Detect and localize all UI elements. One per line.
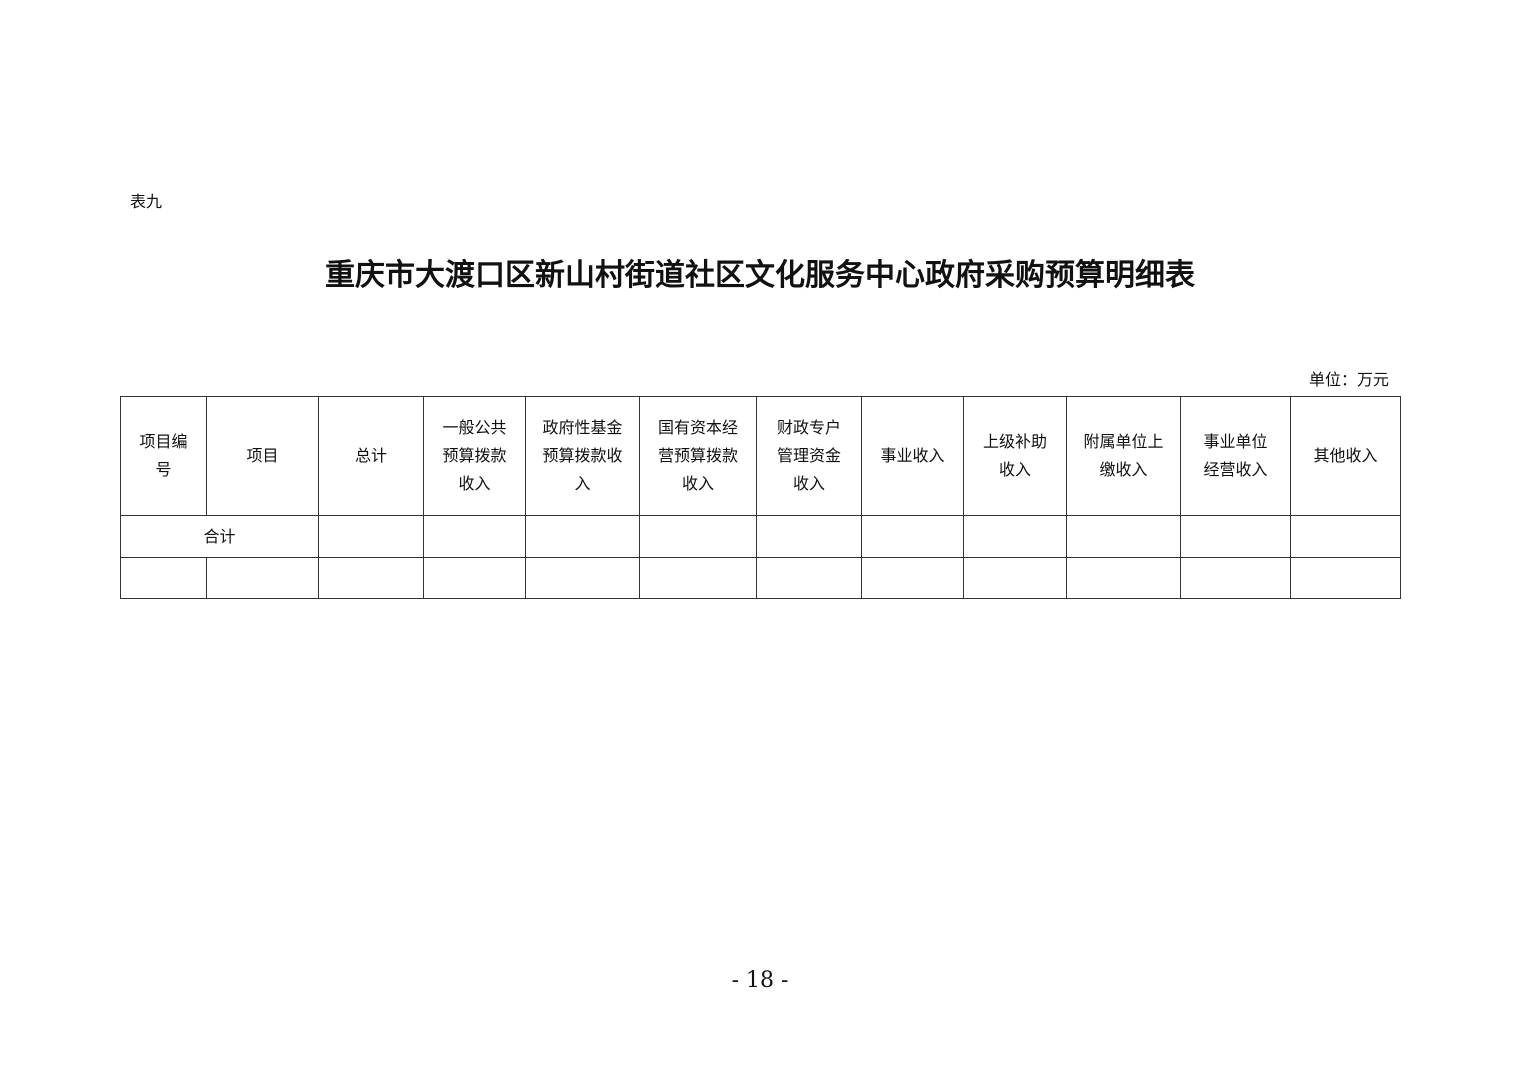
table-cell bbox=[861, 557, 964, 599]
table-cell bbox=[963, 557, 1067, 599]
table-header-row: 项目编 号 项目 总计 一般公共 预算拨款 收入 政府性基金 预算拨款收 入 国… bbox=[120, 396, 1401, 516]
header-cell: 附属单位上 缴收入 bbox=[1066, 396, 1181, 516]
table-label: 表九 bbox=[130, 192, 163, 211]
header-cell: 其他收入 bbox=[1290, 396, 1401, 516]
table-cell bbox=[120, 557, 207, 599]
table-cell bbox=[756, 557, 862, 599]
document-title: 重庆市大渡口区新山村街道社区文化服务中心政府采购预算明细表 bbox=[325, 258, 1195, 293]
header-cell: 政府性基金 预算拨款收 入 bbox=[525, 396, 640, 516]
header-cell: 项目编 号 bbox=[120, 396, 207, 516]
table-cell bbox=[861, 515, 964, 558]
table-cell bbox=[639, 515, 757, 558]
table-cell bbox=[525, 515, 640, 558]
header-cell: 项目 bbox=[206, 396, 319, 516]
table-cell bbox=[318, 515, 424, 558]
header-cell: 一般公共 预算拨款 收入 bbox=[423, 396, 526, 516]
header-cell: 事业单位 经营收入 bbox=[1180, 396, 1291, 516]
table-cell bbox=[1290, 557, 1401, 599]
header-cell: 国有资本经 营预算拨款 收入 bbox=[639, 396, 757, 516]
table-row bbox=[120, 557, 1401, 599]
table-cell bbox=[423, 557, 526, 599]
page-number: - 18 - bbox=[731, 968, 789, 993]
table-cell bbox=[1066, 557, 1181, 599]
table-cell bbox=[1290, 515, 1401, 558]
header-cell: 财政专户 管理资金 收入 bbox=[756, 396, 862, 516]
header-cell: 事业收入 bbox=[861, 396, 964, 516]
header-cell: 上级补助 收入 bbox=[963, 396, 1067, 516]
procurement-budget-table: 项目编 号 项目 总计 一般公共 预算拨款 收入 政府性基金 预算拨款收 入 国… bbox=[120, 396, 1401, 599]
table-cell bbox=[1180, 557, 1291, 599]
unit-label: 单位：万元 bbox=[1308, 370, 1389, 389]
total-label: 合计 bbox=[120, 515, 319, 558]
total-row: 合计 bbox=[120, 515, 1401, 558]
table-cell bbox=[423, 515, 526, 558]
table-cell bbox=[1180, 515, 1291, 558]
table-cell bbox=[639, 557, 757, 599]
table-cell bbox=[756, 515, 862, 558]
table-cell bbox=[525, 557, 640, 599]
table-cell bbox=[318, 557, 424, 599]
table-cell bbox=[963, 515, 1067, 558]
table-cell bbox=[206, 557, 319, 599]
table-cell bbox=[1066, 515, 1181, 558]
header-cell: 总计 bbox=[318, 396, 424, 516]
